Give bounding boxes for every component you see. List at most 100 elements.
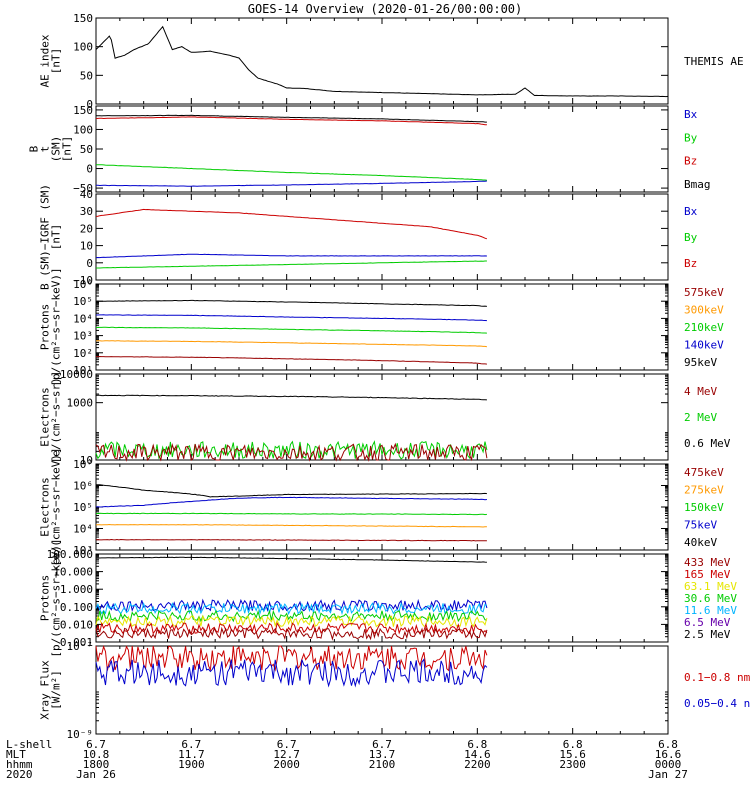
y-axis-label: B (SM)−IGRF (SM)[nT] — [39, 184, 63, 290]
panel-frame-5 — [95, 463, 669, 551]
legend-entry: Bz — [684, 155, 697, 168]
series-line-THEMISAE — [95, 25, 669, 98]
legend-entry: 6.5 MeV — [684, 616, 731, 629]
series-line-By — [95, 164, 487, 181]
x-tick-label: 13.7 — [369, 748, 396, 761]
legend-entry: 575keV — [684, 286, 724, 299]
panel-frame-2 — [95, 193, 669, 281]
y-tick-label: 10⁴ — [73, 523, 93, 536]
x-tick-label: 11.7 — [178, 748, 205, 761]
series-line-Bmag — [96, 114, 487, 123]
legend-entry: 11.6 MeV — [684, 604, 737, 617]
y-axis-label-line: Electrons — [39, 387, 52, 447]
legend-entry: 63.1 MeV — [684, 580, 737, 593]
y-axis-label-line: B (SM)−IGRF (SM) — [39, 184, 52, 290]
y-axis-label-line: [nT] — [61, 136, 74, 163]
y-tick-label: 0 — [86, 163, 93, 176]
legend-entry: Bz — [684, 257, 697, 270]
y-tick-label: 10³ — [73, 544, 93, 557]
y-tick-label: 10.000 — [53, 566, 93, 579]
y-tick-label: −50 — [73, 182, 93, 195]
y-tick-label: 0.010 — [60, 618, 93, 631]
y-tick-label: 10 — [80, 454, 93, 467]
y-tick-label: 30 — [80, 205, 93, 218]
y-axis-label-line: [e/(cm²−s−sr−keV)] — [50, 447, 63, 566]
x-tick-label: 15.6 — [559, 748, 586, 761]
y-tick-label: 0 — [86, 257, 93, 270]
x-tick-label: 6.7 — [277, 738, 297, 751]
series-line-Bx — [95, 253, 487, 259]
series-line-40keV — [96, 484, 487, 498]
y-axis-label-line: Xray Flux — [39, 660, 52, 720]
x-tick-label: 2100 — [369, 758, 396, 771]
series-line-306MeV — [95, 609, 487, 623]
legend-entry: 2.5 MeV — [684, 628, 731, 641]
x-tick-label: 6.7 — [86, 738, 106, 751]
x-tick-label: 2300 — [559, 758, 586, 771]
y-axis-label-line: [nT] — [50, 48, 63, 75]
x-tick-label: 6.8 — [563, 738, 583, 751]
y-axis-label-line: AE index — [39, 34, 52, 87]
x-row-label: L-shell — [6, 738, 52, 751]
legend-entry: Bx — [684, 205, 698, 218]
y-axis-label: Electrons[e/(cm²−s−sr−keV)] — [39, 447, 63, 566]
panel-frame-6 — [95, 553, 669, 643]
y-tick-label: −10 — [73, 274, 93, 287]
y-axis-label-line: B — [28, 145, 41, 152]
y-axis-label-line: (SM) — [50, 136, 63, 163]
x-tick-label: Jan 27 — [648, 768, 688, 781]
x-tick-label: 1900 — [178, 758, 205, 771]
x-tick-label: 0000 — [655, 758, 682, 771]
x-tick-label: 6.8 — [467, 738, 487, 751]
series-line-2MeV — [95, 440, 488, 460]
legend-entry: 0.1−0.8 nm — [684, 671, 750, 684]
legend-entry: 300keV — [684, 304, 724, 317]
y-tick-label: 40 — [80, 188, 93, 201]
x-tick-label: 12.7 — [273, 748, 300, 761]
legend-entry: 433 MeV — [684, 556, 731, 569]
y-tick-label: 10 — [80, 240, 93, 253]
legend-entry: 475keV — [684, 466, 724, 479]
legend-entry: 0.05−0.4 nm — [684, 697, 750, 710]
y-tick-label: 10⁻⁹ — [67, 728, 94, 741]
series-line-275keV — [95, 523, 487, 528]
y-axis-label-line: [e/(cm²−s−sr)] — [50, 371, 63, 464]
y-tick-label: 150 — [73, 12, 93, 25]
x-row-label: MLT — [6, 748, 26, 761]
y-axis-label: Protons[p/(cm²−s−sr−keV)] — [39, 538, 63, 657]
series-line-95keV — [95, 299, 487, 307]
x-tick-label: Jan 26 — [76, 768, 116, 781]
y-tick-label: 10⁵ — [73, 501, 93, 514]
series-line-433MeV — [95, 626, 488, 641]
y-tick-label: 50 — [80, 69, 93, 82]
series-line-By — [96, 260, 487, 269]
series-line-00504nm — [95, 658, 488, 688]
y-tick-label: 10⁶ — [73, 278, 93, 291]
panel-frame-7 — [95, 645, 669, 735]
legend-entry: 275keV — [684, 484, 724, 497]
x-tick-label: 16.6 — [655, 748, 682, 761]
y-tick-label: 10⁻⁷ — [67, 640, 94, 653]
y-axis-label: Electrons[e/(cm²−s−sr)] — [39, 371, 63, 464]
y-tick-label: 100 — [73, 41, 93, 54]
series-line-Bz — [95, 208, 488, 240]
legend-entry: Bmag — [684, 178, 711, 191]
series-line-Bz — [95, 116, 487, 126]
series-line-06MeV — [95, 394, 487, 401]
figure-title: GOES-14 Overview (2020-01-26/00:00:00) — [248, 2, 523, 16]
series-line-140keV — [96, 314, 487, 322]
legend-entry: 140keV — [684, 339, 724, 352]
series-line-25MeV — [95, 556, 487, 563]
x-tick-label: 6.7 — [372, 738, 392, 751]
x-tick-label: 6.7 — [181, 738, 201, 751]
y-tick-label: 10² — [73, 347, 93, 360]
x-row-label: 2020 — [6, 768, 33, 781]
series-line-75keV — [95, 496, 487, 508]
y-axis-label-line: [nT] — [50, 224, 63, 251]
y-tick-label: 0.001 — [60, 636, 93, 649]
y-tick-label: 100 — [73, 123, 93, 136]
legend-entry: 75keV — [684, 519, 717, 532]
legend-entry: By — [684, 131, 698, 144]
series-line-116MeV — [95, 601, 488, 616]
